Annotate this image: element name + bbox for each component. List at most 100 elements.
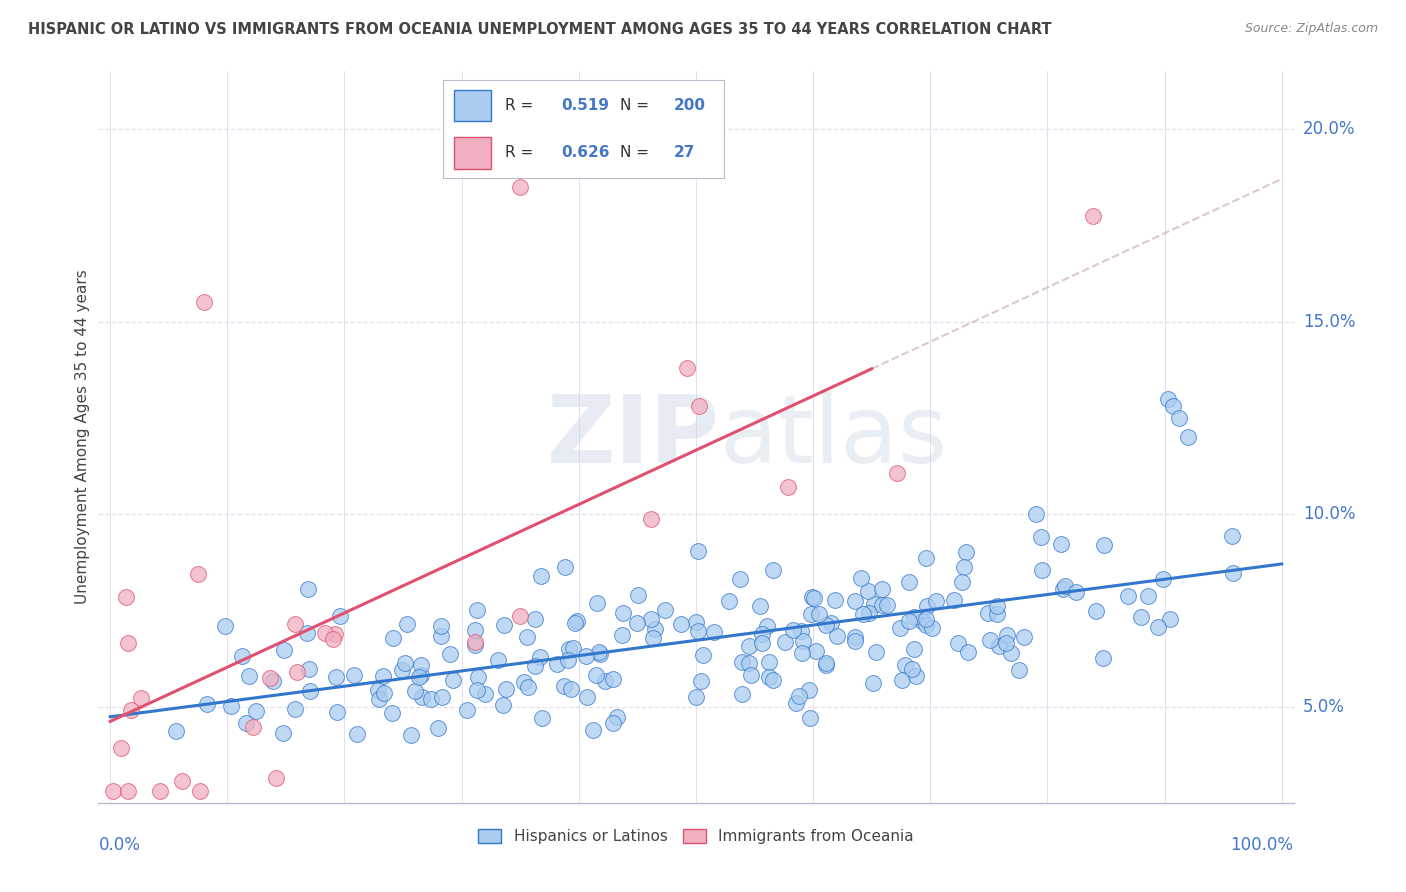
Point — [231, 648, 253, 663]
Point — [952, 575, 974, 590]
Point — [589, 647, 612, 661]
Point — [1152, 572, 1174, 586]
Point — [1084, 604, 1107, 618]
Point — [115, 590, 138, 604]
Point — [606, 709, 628, 723]
Point — [1147, 620, 1170, 634]
Point — [195, 698, 218, 712]
Point — [758, 670, 780, 684]
Point — [517, 680, 540, 694]
Point — [242, 720, 264, 734]
Point — [1008, 663, 1031, 677]
Point — [391, 663, 413, 677]
Point — [193, 295, 215, 310]
Point — [755, 619, 778, 633]
Point — [762, 563, 785, 577]
Point — [1222, 566, 1244, 581]
Point — [586, 596, 609, 610]
Point — [602, 715, 624, 730]
Point — [997, 628, 1019, 642]
Point — [593, 674, 616, 689]
Point — [1031, 564, 1053, 578]
Point — [1000, 646, 1022, 660]
Point — [382, 632, 405, 646]
Point — [640, 512, 662, 526]
Point — [399, 728, 422, 742]
Text: 5.0%: 5.0% — [1303, 698, 1346, 715]
Point — [994, 636, 1017, 650]
Point — [1167, 410, 1189, 425]
Text: 20.0%: 20.0% — [1303, 120, 1355, 138]
Point — [465, 602, 488, 616]
Point — [814, 656, 837, 670]
Point — [298, 662, 321, 676]
Point — [703, 624, 725, 639]
Text: 15.0%: 15.0% — [1303, 312, 1355, 331]
Point — [129, 690, 152, 705]
Point — [530, 568, 553, 582]
Point — [411, 690, 433, 704]
Point — [785, 696, 807, 710]
Point — [856, 584, 879, 599]
Point — [264, 772, 287, 786]
Point — [110, 740, 132, 755]
Point — [1012, 630, 1035, 644]
Point — [1083, 209, 1105, 223]
Point — [1136, 589, 1159, 603]
Point — [371, 669, 394, 683]
Point — [574, 648, 596, 663]
Point — [675, 360, 697, 375]
Point — [420, 692, 443, 706]
Point — [214, 619, 236, 633]
Point — [800, 607, 823, 621]
Text: 10.0%: 10.0% — [1303, 505, 1355, 523]
Point — [523, 612, 546, 626]
Point — [558, 642, 581, 657]
Point — [808, 607, 831, 622]
Point — [326, 705, 349, 719]
Point — [581, 723, 603, 737]
Point — [891, 673, 914, 687]
Point — [863, 597, 886, 611]
Point — [731, 655, 754, 669]
Point — [1052, 582, 1074, 596]
Point — [852, 607, 875, 622]
Point — [464, 623, 486, 637]
Text: R =: R = — [505, 145, 538, 161]
Point — [844, 594, 866, 608]
Point — [688, 399, 710, 413]
Point — [758, 656, 780, 670]
Point — [373, 686, 395, 700]
FancyBboxPatch shape — [454, 137, 491, 169]
Point — [530, 711, 553, 725]
Point — [1091, 651, 1114, 665]
Point — [612, 607, 634, 621]
Point — [787, 689, 810, 703]
Point — [430, 618, 453, 632]
Point — [284, 702, 307, 716]
Point — [987, 639, 1010, 653]
Point — [262, 673, 284, 688]
Point — [464, 635, 486, 649]
Point — [953, 559, 976, 574]
Point — [686, 544, 709, 558]
Point — [245, 704, 267, 718]
Point — [439, 647, 461, 661]
Point — [554, 560, 576, 574]
Text: 0.626: 0.626 — [561, 145, 609, 161]
Point — [404, 683, 426, 698]
Point — [495, 682, 517, 697]
Point — [894, 657, 917, 672]
Text: 100.0%: 100.0% — [1230, 836, 1294, 854]
Point — [730, 572, 752, 586]
Point — [844, 634, 866, 648]
Text: ZIP: ZIP — [547, 391, 720, 483]
Point — [602, 672, 624, 686]
Point — [776, 479, 799, 493]
Point — [188, 784, 211, 798]
Point — [284, 617, 307, 632]
Point — [792, 634, 814, 648]
Point — [409, 668, 432, 682]
Point — [870, 598, 893, 612]
Point — [367, 682, 389, 697]
